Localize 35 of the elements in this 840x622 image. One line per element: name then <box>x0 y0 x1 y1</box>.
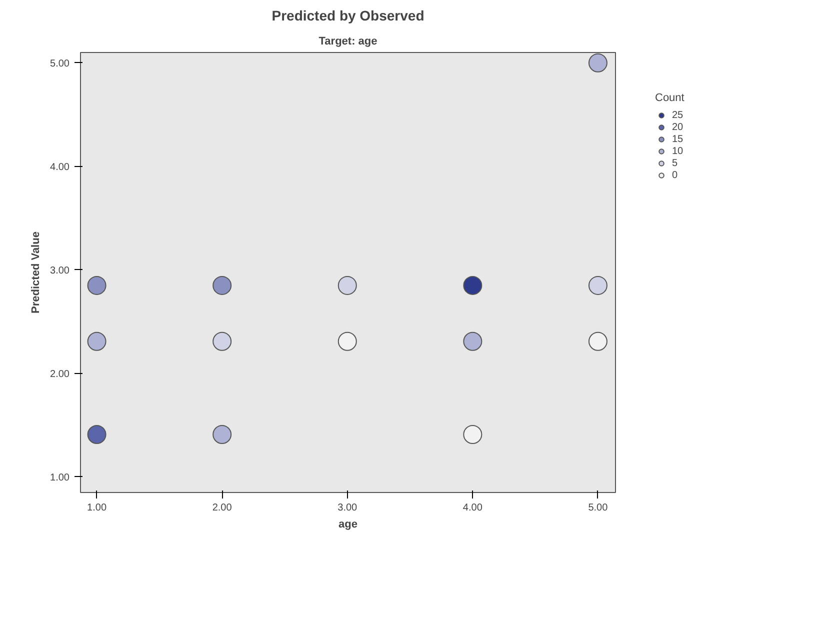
legend-title: Count <box>655 92 686 104</box>
legend-label: 0 <box>672 169 679 181</box>
point <box>588 53 608 72</box>
point <box>87 332 106 351</box>
point <box>588 276 608 295</box>
point <box>212 332 232 351</box>
y-tick-label: 4.00 <box>50 162 70 173</box>
legend-label: 5 <box>672 157 679 169</box>
point <box>338 276 357 295</box>
point <box>338 332 357 351</box>
point <box>463 276 482 295</box>
chart-subtitle: Target: age <box>318 36 378 48</box>
point <box>212 276 232 295</box>
x-tick-label: 4.00 <box>462 502 483 514</box>
point <box>463 332 482 351</box>
x-tick-label: 2.00 <box>212 502 232 514</box>
x-axis-title: age <box>338 518 358 530</box>
point <box>588 332 608 351</box>
chart-title: Predicted by Observed <box>272 8 424 24</box>
y-tick-label: 2.00 <box>50 368 70 380</box>
x-tick-label: 5.00 <box>588 502 608 514</box>
legend-label: 10 <box>672 145 684 157</box>
point <box>212 425 232 444</box>
point <box>87 425 106 444</box>
legend-label: 15 <box>672 133 684 145</box>
legend-label: 20 <box>672 121 684 133</box>
y-axis-title: Predicted Value <box>30 232 42 314</box>
y-tick-label: 1.00 <box>50 472 70 484</box>
legend-label: 25 <box>672 109 684 121</box>
y-tick-label: 5.00 <box>50 58 70 70</box>
point <box>87 276 106 295</box>
x-tick-label: 3.00 <box>338 502 358 514</box>
point <box>463 425 482 444</box>
x-tick-label: 1.00 <box>87 502 107 514</box>
y-tick-label: 3.00 <box>50 265 70 276</box>
